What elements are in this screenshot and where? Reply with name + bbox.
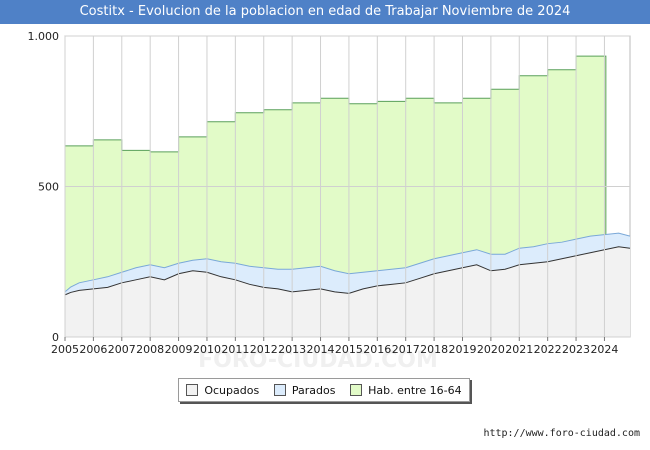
x-tick-label: 2018 — [420, 343, 448, 356]
y-tick-label: 500 — [38, 181, 59, 194]
chart-title: Costitx - Evolucion de la poblacion en e… — [79, 4, 571, 19]
x-tick-label: 2023 — [562, 343, 590, 356]
title-bar: Costitx - Evolucion de la poblacion en e… — [0, 0, 650, 24]
legend: Ocupados Parados Hab. entre 16-64 — [178, 378, 470, 402]
x-tick-label: 2012 — [250, 343, 278, 356]
series-area-ocupados — [65, 246, 630, 337]
legend-swatch-hab — [350, 384, 363, 396]
x-tick-label: 2021 — [505, 343, 533, 356]
legend-swatch-parados — [273, 384, 286, 396]
x-tick-label: 2022 — [534, 343, 562, 356]
x-tick-label: 2024 — [590, 343, 618, 356]
x-axis-ticks: 2005 2006 2007 2008 2009 2010 2011 2012 2013 2014… — [51, 337, 618, 356]
watermark: FORO-CIUDAD.COM — [198, 348, 438, 373]
series-line-ocupados — [64, 246, 631, 296]
legend-label-hab: Hab. entre 16-64 — [368, 383, 462, 397]
x-tick-label: 2006 — [79, 343, 107, 356]
series-line-parados — [64, 232, 631, 293]
x-tick-label: 2019 — [448, 343, 476, 356]
legend-item-hab: Hab. entre 16-64 — [350, 384, 462, 397]
legend-label-ocupados: Ocupados — [204, 383, 260, 397]
grid-lines — [64, 35, 630, 338]
series-area-parados — [65, 233, 630, 295]
x-tick-label: 2013 — [278, 343, 306, 356]
y-axis-ticks: 0 500 1.000 — [28, 30, 60, 344]
x-tick-label: 2014 — [307, 343, 335, 356]
x-tick-label: 2005 — [51, 343, 79, 356]
source-url[interactable]: http://www.foro-ciudad.com — [483, 428, 640, 439]
x-tick-label: 2010 — [193, 343, 221, 356]
legend-label-parados: Parados — [291, 383, 336, 397]
x-tick-label: 2015 — [335, 343, 363, 356]
legend-swatch-ocupados — [186, 384, 199, 396]
legend-item-parados: Parados — [273, 383, 336, 397]
y-tick-label: 0 — [52, 331, 59, 344]
y-tick-label: 1.000 — [28, 30, 60, 43]
legend-item-ocupados: Ocupados — [186, 384, 259, 397]
x-tick-label: 2020 — [477, 343, 505, 356]
x-tick-label: 2009 — [165, 343, 193, 356]
x-tick-label: 2008 — [136, 343, 164, 356]
x-tick-label: 2016 — [363, 343, 391, 356]
x-tick-label: 2017 — [392, 343, 420, 356]
x-tick-label: 2007 — [108, 343, 136, 356]
x-tick-label: 2011 — [221, 343, 249, 356]
